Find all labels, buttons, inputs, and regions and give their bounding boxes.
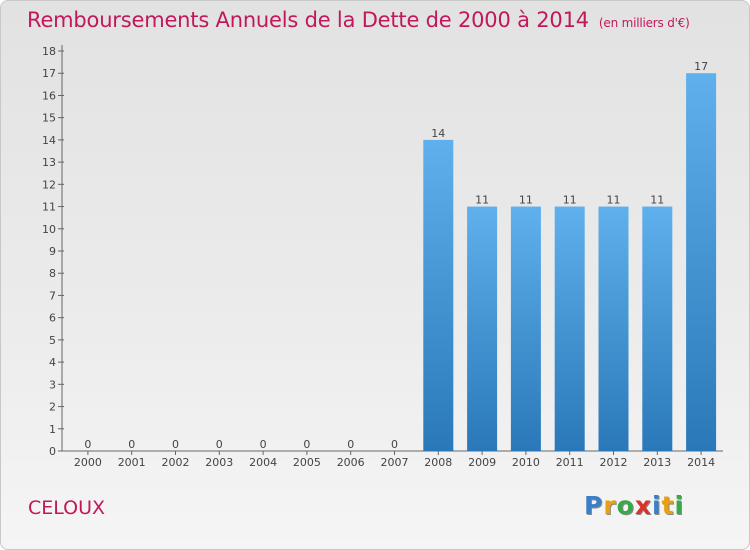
y-tick-label: 15 xyxy=(42,112,56,125)
bar xyxy=(510,206,541,451)
bar-value-label: 14 xyxy=(431,127,445,140)
y-tick-label: 5 xyxy=(49,334,56,347)
bar-value-label: 11 xyxy=(607,194,621,207)
bar xyxy=(642,206,673,451)
x-tick-label: 2005 xyxy=(293,456,321,469)
bar xyxy=(598,206,629,451)
logo-letter: o xyxy=(616,491,635,520)
x-tick-label: 2011 xyxy=(556,456,584,469)
commune-name: CELOUX xyxy=(28,497,106,519)
bar xyxy=(467,206,498,451)
bar-value-label: 11 xyxy=(519,194,533,207)
x-tick-label: 2013 xyxy=(643,456,671,469)
chart-title: Remboursements Annuels de la Dette de 20… xyxy=(27,8,690,32)
y-tick-label: 16 xyxy=(42,89,56,102)
logo-letter: i xyxy=(674,491,685,520)
logo-letter: t xyxy=(661,491,675,520)
y-tick-label: 12 xyxy=(42,178,56,191)
y-tick-label: 7 xyxy=(49,289,56,302)
x-tick-label: 2010 xyxy=(512,456,540,469)
proxiti-logo[interactable]: Proxiti xyxy=(584,491,684,520)
y-tick-label: 0 xyxy=(49,445,56,458)
bar-value-label: 0 xyxy=(128,438,135,451)
y-tick-label: 6 xyxy=(49,312,56,325)
bar-value-label: 11 xyxy=(563,194,577,207)
logo-letter: x xyxy=(634,491,652,520)
bar-value-label: 0 xyxy=(260,438,267,451)
x-tick-label: 2007 xyxy=(381,456,409,469)
bar-value-label: 11 xyxy=(475,194,489,207)
bar-value-label: 0 xyxy=(303,438,310,451)
x-tick-label: 2009 xyxy=(468,456,496,469)
chart-title-text: Remboursements Annuels de la Dette de 20… xyxy=(27,8,589,32)
y-tick-label: 4 xyxy=(49,356,56,369)
x-tick-label: 2000 xyxy=(74,456,102,469)
bar-value-label: 0 xyxy=(391,438,398,451)
y-tick-label: 8 xyxy=(49,267,56,280)
y-tick-label: 17 xyxy=(42,67,56,80)
bar xyxy=(554,206,585,451)
x-tick-label: 2014 xyxy=(687,456,715,469)
bar-value-label: 0 xyxy=(347,438,354,451)
y-tick-label: 10 xyxy=(42,223,56,236)
y-tick-label: 2 xyxy=(49,401,56,414)
x-tick-label: 2001 xyxy=(118,456,146,469)
y-tick-label: 9 xyxy=(49,245,56,258)
chart-unit: (en milliers d'€) xyxy=(598,16,690,30)
y-tick-label: 3 xyxy=(49,378,56,391)
bar-value-label: 11 xyxy=(650,194,664,207)
x-tick-label: 2012 xyxy=(600,456,628,469)
logo-letter: r xyxy=(603,491,617,520)
x-tick-label: 2004 xyxy=(249,456,277,469)
y-tick-label: 11 xyxy=(42,201,56,214)
y-tick-label: 13 xyxy=(42,156,56,169)
logo-letter: P xyxy=(584,491,604,520)
bar xyxy=(423,139,454,451)
y-tick-label: 1 xyxy=(49,423,56,436)
x-tick-label: 2008 xyxy=(424,456,452,469)
x-tick-label: 2003 xyxy=(205,456,233,469)
bar-value-label: 0 xyxy=(84,438,91,451)
y-tick-label: 18 xyxy=(42,45,56,58)
logo-letter: i xyxy=(652,491,662,520)
x-tick-label: 2006 xyxy=(337,456,365,469)
bar-value-label: 17 xyxy=(694,60,708,73)
x-tick-label: 2002 xyxy=(162,456,190,469)
bar-value-label: 0 xyxy=(172,438,179,451)
y-tick-label: 14 xyxy=(42,134,56,147)
bar xyxy=(686,73,717,451)
bar-value-label: 0 xyxy=(216,438,223,451)
